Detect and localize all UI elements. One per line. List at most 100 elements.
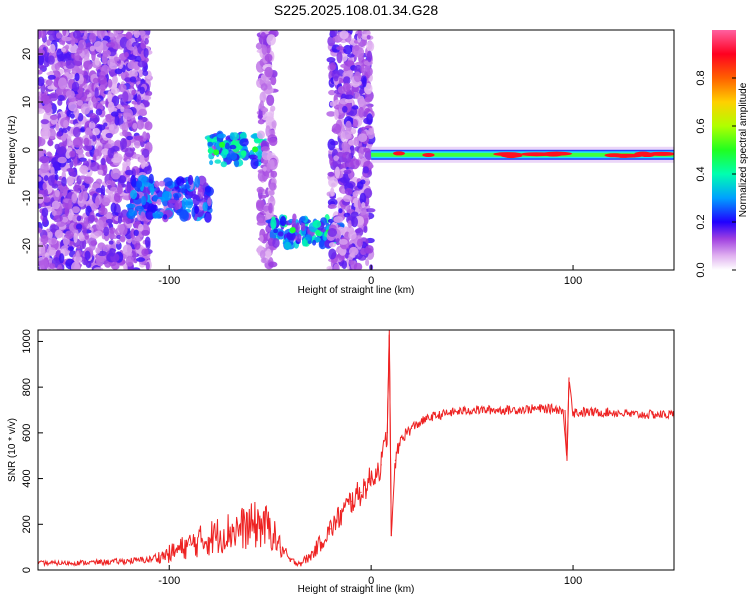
spectrogram-blob xyxy=(354,44,360,51)
spectrogram-blob xyxy=(305,234,312,241)
spectrogram-blob xyxy=(143,48,149,58)
spectrogram-blob xyxy=(259,194,267,199)
spectrogram-blob xyxy=(110,186,118,192)
spectrogram-blob xyxy=(84,250,91,261)
spectrogram-blob xyxy=(74,72,80,82)
spectrogram-blob xyxy=(329,30,338,37)
spectrogram-blob xyxy=(127,55,137,60)
snr-point xyxy=(653,414,655,416)
spectrogram-blob xyxy=(358,147,364,160)
spectrogram-blob xyxy=(88,122,96,129)
spectrogram-feature xyxy=(126,173,214,223)
spectrogram-blob xyxy=(69,171,77,177)
spectrogram-blob xyxy=(332,157,342,170)
spectrogram-feature xyxy=(371,146,674,163)
snr-y-tick-label: 200 xyxy=(21,515,33,533)
snr-y-tick-label: 600 xyxy=(21,424,33,442)
spectrogram-blob xyxy=(97,169,104,176)
spectrogram-blob xyxy=(357,30,362,39)
spectrogram-blob xyxy=(67,246,74,251)
spectrogram-blob xyxy=(49,263,56,269)
spectrogram-blob xyxy=(76,99,83,106)
spectrogram-y-tick-label: -20 xyxy=(21,238,33,254)
spectrogram-blob xyxy=(367,127,375,136)
spectrogram-blob xyxy=(53,215,63,223)
spectrogram-blob xyxy=(136,257,146,262)
spectrogram-blob xyxy=(207,141,213,147)
snr-point xyxy=(249,526,251,528)
spectrogram-peak xyxy=(252,146,259,153)
spectrogram-blob xyxy=(358,133,368,143)
spectrogram-blob xyxy=(343,194,352,203)
spectrogram-blob xyxy=(95,178,103,185)
spectrogram-blob xyxy=(119,235,126,243)
snr-spike xyxy=(386,330,392,536)
spectrogram-blob xyxy=(107,90,112,103)
snr-point xyxy=(471,409,473,411)
spectrogram-blob xyxy=(263,75,270,84)
spectrogram-blob xyxy=(71,261,81,270)
spectrogram-blob xyxy=(118,83,127,93)
spectrogram-blob xyxy=(250,157,259,170)
spectrogram-blob xyxy=(89,112,97,119)
snr-point xyxy=(108,561,110,563)
spectrogram-blob xyxy=(150,183,155,196)
spectrogram-blob xyxy=(47,85,56,90)
spectrogram-blob xyxy=(257,114,263,119)
spectrogram-blob xyxy=(97,255,108,262)
spectrogram-blob xyxy=(93,267,104,270)
spectrogram-blob xyxy=(176,176,185,187)
spectrogram-blob xyxy=(140,211,146,222)
spectrogram-blob xyxy=(177,188,187,194)
spectrogram-blob xyxy=(144,236,151,248)
spectrogram-blob xyxy=(286,231,296,241)
snr-series-line xyxy=(38,334,674,568)
spectrogram-blob xyxy=(327,171,335,177)
spectrogram-blob xyxy=(40,127,51,140)
spectrogram-blob xyxy=(239,138,249,147)
spectrogram-blob xyxy=(256,186,264,194)
spectrogram-blob xyxy=(266,94,275,106)
spectrogram-blob xyxy=(259,234,264,242)
spectrogram-blob xyxy=(51,200,61,210)
spectrogram-blob xyxy=(79,239,85,250)
spectrogram-blob xyxy=(343,76,351,85)
spectrogram-blob xyxy=(49,43,56,54)
spectrogram-blob xyxy=(168,199,178,204)
spectrogram-blob xyxy=(65,230,74,240)
spectrogram-blob xyxy=(38,69,43,75)
spectrogram-blob xyxy=(136,94,142,105)
spectrogram-blob xyxy=(105,132,113,139)
snr-point xyxy=(209,537,211,539)
spectrogram-blob xyxy=(110,111,119,117)
spectrogram-blob xyxy=(333,263,340,270)
spectrogram-blob xyxy=(327,138,336,151)
spectrogram-blob xyxy=(256,130,265,140)
spectrogram-blob xyxy=(261,149,272,161)
spectrogram-blob xyxy=(357,95,365,108)
spectrogram-blob xyxy=(365,258,370,266)
line-peak xyxy=(392,151,405,156)
spectrogram-blob xyxy=(356,181,364,190)
spectrogram-feature xyxy=(326,30,376,270)
spectrogram-blob xyxy=(125,255,134,267)
snr-point xyxy=(350,500,352,502)
spectrogram-blob xyxy=(207,197,212,207)
spectrogram-x-tick-label: 100 xyxy=(564,275,582,287)
spectrogram-blob xyxy=(38,64,45,69)
spectrogram-blob xyxy=(154,180,160,188)
spectrogram-blob xyxy=(329,155,334,167)
spectrogram-blob xyxy=(122,244,133,256)
colorbar-tick-label: 0.4 xyxy=(695,166,707,181)
spectrogram-blob xyxy=(133,135,144,141)
spectrogram-blob xyxy=(270,76,275,85)
spectrogram-blob xyxy=(94,230,103,237)
spectrogram-blob xyxy=(256,199,265,209)
snr-point xyxy=(168,553,170,555)
colorbar-tick-label: 0.0 xyxy=(695,262,707,277)
spectrogram-blob xyxy=(142,70,149,77)
spectrogram-blob xyxy=(49,92,59,102)
spectrogram-blob xyxy=(339,238,348,245)
